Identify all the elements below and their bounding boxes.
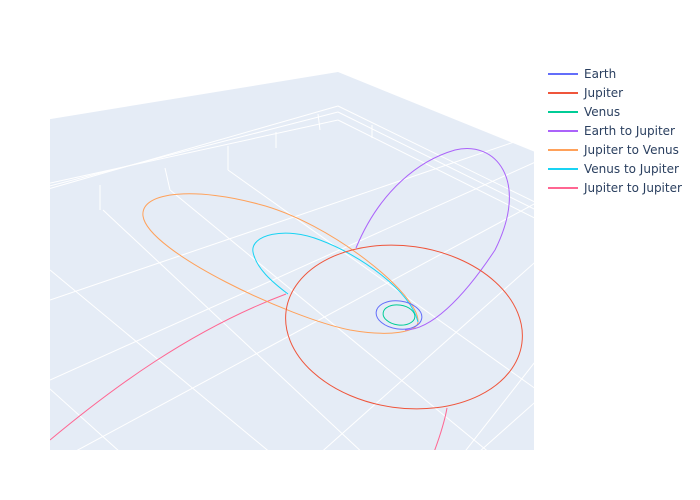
series-jupiter[interactable] (275, 230, 533, 424)
legend-swatch (548, 186, 578, 189)
legend-item[interactable]: Jupiter to Jupiter (548, 178, 682, 197)
legend-swatch (548, 110, 578, 113)
legend-label: Venus (584, 104, 621, 119)
series-venus-to-jupiter[interactable] (252, 232, 419, 323)
legend-label: Jupiter to Venus (584, 142, 679, 157)
legend-item[interactable]: Earth to Jupiter (548, 121, 682, 140)
legend-item[interactable]: Venus (548, 102, 682, 121)
scene-floor (50, 106, 534, 450)
legend-label: Jupiter to Jupiter (584, 180, 682, 195)
grid-lines (50, 105, 534, 450)
legend: Earth Jupiter Venus Earth to Jupiter Jupiter… (548, 64, 682, 197)
legend-item[interactable]: Jupiter (548, 83, 682, 102)
legend-swatch (548, 148, 578, 151)
legend-swatch (548, 167, 578, 170)
legend-label: Earth to Jupiter (584, 123, 675, 138)
series-venus[interactable] (382, 303, 416, 327)
legend-label: Jupiter (584, 85, 624, 100)
legend-swatch (548, 91, 578, 94)
scene-back-wall (50, 72, 534, 202)
series-earth[interactable] (374, 298, 423, 332)
legend-swatch (548, 72, 578, 75)
series-earth-to-jupiter[interactable] (355, 148, 510, 331)
series-jupiter-to-jupiter[interactable] (50, 293, 448, 460)
legend-item[interactable]: Earth (548, 64, 682, 83)
legend-label: Venus to Jupiter (584, 161, 679, 176)
legend-item[interactable]: Venus to Jupiter (548, 159, 682, 178)
legend-swatch (548, 129, 578, 132)
series-jupiter-to-venus[interactable] (142, 193, 419, 334)
legend-label: Earth (584, 66, 617, 81)
legend-item[interactable]: Jupiter to Venus (548, 140, 682, 159)
